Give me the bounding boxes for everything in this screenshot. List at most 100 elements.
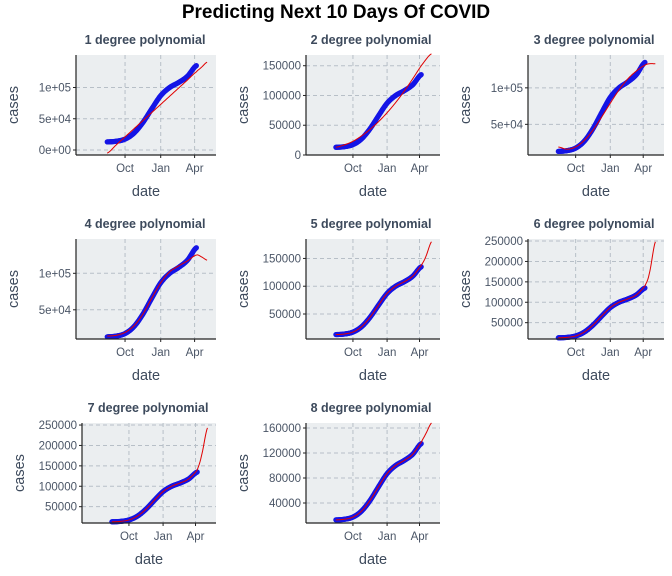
y-tick-label: 100000 [263,281,301,293]
fit-line [335,53,432,148]
fit-line [335,241,432,336]
y-tick-label: 150000 [485,277,523,289]
y-tick-label: 0 [295,150,301,162]
fit-line [335,422,432,521]
y-tick-label: 100000 [263,90,301,102]
y-tick-label: 200000 [39,440,77,452]
fit-line [107,254,208,337]
y-axis-label: cases [6,86,22,124]
x-axis-label: date [359,552,387,568]
panel-3: 5e+04 1e+05 Oct Jan Apr 3 degree polynomial da… [458,33,664,200]
x-axis-label: date [132,368,160,384]
y-tick-label: 250000 [39,420,77,432]
data-point [193,245,199,251]
x-tick-label: Jan [378,163,397,175]
panel-title: 7 degree polynomial [88,401,209,415]
panel-1: 0e+00 5e+04 1e+05 Oct Jan Apr 1 degree polynom… [6,33,216,200]
x-tick-label: Oct [116,163,135,175]
data-point [194,469,200,475]
y-tick-label: 100000 [39,481,77,493]
data-point [642,285,648,291]
data-point [418,441,424,447]
y-tick-label: 5e+04 [39,305,72,317]
panel-background [306,423,440,523]
x-tick-label: Jan [378,531,397,543]
x-tick-label: Apr [411,347,429,359]
observed-points [104,63,199,145]
x-tick-label: Oct [344,531,363,543]
y-axis-label: cases [236,270,252,308]
x-tick-label: Oct [567,163,586,175]
y-axis-label: cases [6,270,22,308]
panel-6: 50000 100000 150000 200000 250000 Oct Jan Apr 6 … [458,217,664,384]
panel-title: 4 degree polynomial [85,217,206,231]
x-tick-label: Jan [151,163,170,175]
y-tick-label: 150000 [263,61,301,73]
x-tick-label: Oct [567,347,586,359]
y-tick-label: 0e+00 [39,145,71,157]
y-tick-label: 160000 [263,423,301,435]
fit-line [558,241,656,339]
x-tick-label: Apr [186,347,204,359]
panel-title: 8 degree polynomial [311,401,432,415]
main-title: Predicting Next 10 Days Of COVID [181,2,491,23]
x-axis-label: date [359,368,387,384]
x-tick-label: Apr [186,163,204,175]
x-tick-label: Apr [411,531,429,543]
y-tick-label: 50000 [491,318,523,330]
y-axis-label: cases [458,270,474,308]
y-tick-label: 80000 [269,473,301,485]
panel-title: 6 degree polynomial [534,217,655,231]
panel-background [306,239,440,339]
panel-4: 5e+04 1e+05 Oct Jan Apr 4 degree polynomial da… [6,217,216,384]
y-tick-label: 1e+05 [39,268,71,280]
fit-line [558,63,656,150]
x-axis-label: date [132,184,160,200]
x-tick-label: Apr [187,531,205,543]
x-tick-label: Jan [154,531,173,543]
y-tick-label: 40000 [269,498,301,510]
y-tick-label: 120000 [263,448,301,460]
y-tick-label: 50000 [269,309,301,321]
y-tick-label: 150000 [39,461,77,473]
fit-line [111,427,208,523]
y-axis-label: cases [12,454,28,492]
data-point [418,72,424,78]
observed-points [333,72,424,150]
x-tick-label: Apr [634,163,652,175]
panel-title: 1 degree polynomial [85,33,206,47]
panel-2: 0 50000 100000 150000 Oct Jan Apr 2 degree poly… [236,33,440,200]
panel-5: 50000 100000 150000 Oct Jan Apr 5 degree polyn… [236,217,440,384]
panel-title: 2 degree polynomial [311,33,432,47]
y-axis-label: cases [236,86,252,124]
fit-line [106,61,208,154]
y-tick-label: 50000 [45,502,77,514]
data-point [193,63,199,69]
y-axis-label: cases [458,86,474,124]
x-tick-label: Apr [634,347,652,359]
y-tick-label: 250000 [485,236,523,248]
y-tick-label: 5e+04 [491,119,524,131]
panel-title: 3 degree polynomial [534,33,655,47]
x-tick-label: Jan [378,347,397,359]
x-axis-label: date [582,184,610,200]
x-tick-label: Oct [344,347,363,359]
data-point [642,59,648,65]
y-axis-label: cases [236,454,252,492]
x-tick-label: Jan [151,347,170,359]
panel-7: 50000 100000 150000 200000 250000 Oct Jan Apr 7 … [12,401,216,568]
x-tick-label: Oct [116,347,135,359]
y-tick-label: 1e+05 [39,83,71,95]
y-tick-label: 150000 [263,253,301,265]
panel-title: 5 degree polynomial [311,217,432,231]
data-point [418,264,424,270]
y-tick-label: 100000 [485,297,523,309]
x-axis-label: date [135,552,163,568]
y-tick-label: 5e+04 [39,114,72,126]
x-tick-label: Jan [601,163,620,175]
x-axis-label: date [582,368,610,384]
panel-8: 40000 80000 120000 160000 Oct Jan Apr 8 degree … [236,401,440,568]
x-tick-label: Jan [601,347,620,359]
y-tick-label: 1e+05 [491,83,523,95]
